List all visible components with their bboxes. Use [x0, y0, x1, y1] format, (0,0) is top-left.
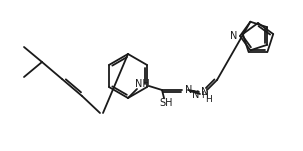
Text: SH: SH: [159, 98, 173, 108]
Text: H: H: [201, 92, 207, 101]
Text: N: N: [185, 85, 192, 95]
Text: N: N: [230, 31, 237, 41]
Text: NH: NH: [135, 79, 149, 89]
Text: N: N: [201, 87, 208, 97]
Text: N: N: [192, 90, 200, 100]
Text: H: H: [206, 95, 212, 104]
